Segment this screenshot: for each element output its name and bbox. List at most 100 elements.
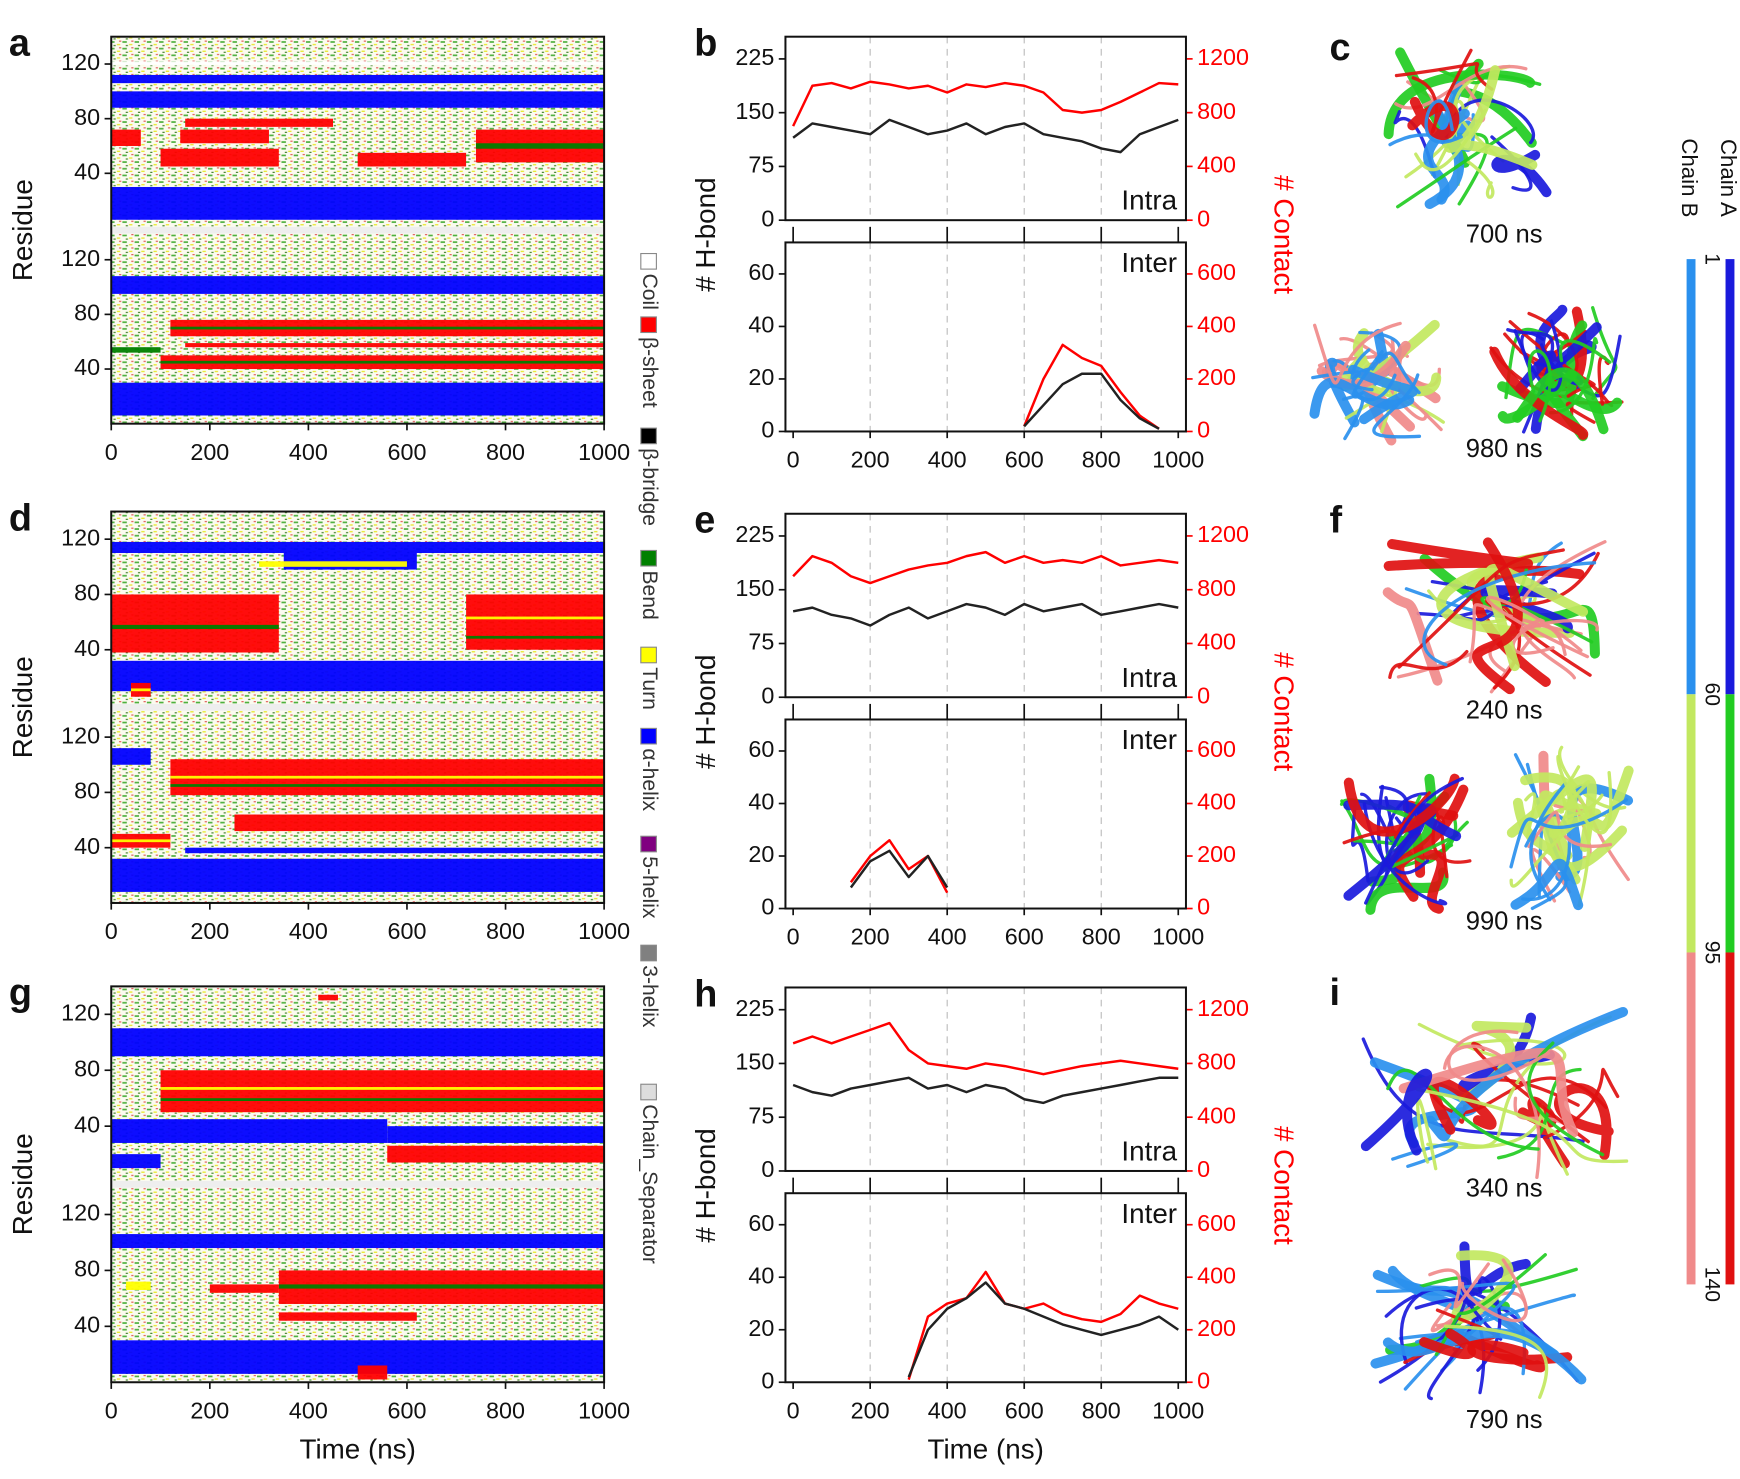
y2-axis-label: # Contact bbox=[1268, 652, 1299, 771]
legend-item: Coil bbox=[638, 252, 661, 310]
protein-ribbon bbox=[1556, 755, 1613, 835]
chain-segment bbox=[1725, 694, 1735, 953]
ss-segment bbox=[111, 1234, 605, 1249]
y-tick-label: 60 bbox=[748, 259, 774, 285]
legend-label: Bend bbox=[638, 570, 661, 619]
y-tick-label: 150 bbox=[735, 98, 774, 124]
ss-segment bbox=[160, 360, 605, 364]
x-tick-label: 800 bbox=[486, 918, 525, 944]
ss-segment bbox=[466, 616, 605, 620]
y2-tick-label: 200 bbox=[1197, 1315, 1236, 1341]
plot-frame bbox=[110, 510, 606, 904]
y2-tick-label: 400 bbox=[1197, 312, 1236, 338]
plot-frame bbox=[110, 985, 606, 1384]
data-line bbox=[907, 1270, 1179, 1380]
ss-segment bbox=[160, 1098, 605, 1102]
legend-item: 3-helix bbox=[638, 944, 661, 1028]
protein-ribbon bbox=[1313, 321, 1402, 385]
legend-label: α-helix bbox=[638, 748, 661, 811]
ss-segment bbox=[180, 129, 269, 144]
y2-tick-label: 0 bbox=[1197, 417, 1210, 443]
protein-ribbon bbox=[1472, 537, 1523, 695]
y2-tick-label: 600 bbox=[1197, 259, 1236, 285]
protein-ribbon bbox=[1527, 1041, 1605, 1157]
protein-ribbon bbox=[1512, 367, 1609, 435]
x-tick-label: 600 bbox=[387, 439, 426, 465]
protein-ribbon bbox=[1460, 1258, 1528, 1323]
plot-frame bbox=[784, 986, 1187, 1172]
protein-ribbon bbox=[1407, 96, 1460, 140]
protein-ribbon bbox=[1486, 595, 1590, 659]
ss-segment bbox=[111, 382, 605, 416]
y-tick-label: 80 bbox=[74, 104, 100, 130]
plot-frame bbox=[784, 35, 1187, 222]
x-tick-label: 200 bbox=[190, 918, 229, 944]
legend-label: β-bridge bbox=[638, 448, 661, 526]
snapshot-time: 790 ns bbox=[1466, 1406, 1543, 1434]
ss-segment bbox=[466, 635, 605, 639]
panel-label: b bbox=[694, 23, 717, 65]
y-tick-label: 0 bbox=[761, 417, 774, 443]
protein-ribbon bbox=[1415, 1087, 1629, 1164]
ss-segment bbox=[111, 1028, 605, 1057]
chain-name: Chain B bbox=[1677, 138, 1702, 217]
ss-segment bbox=[111, 276, 605, 294]
y-tick-label: 40 bbox=[74, 833, 100, 859]
legend-label: β-sheet bbox=[638, 337, 661, 408]
data-line bbox=[907, 1281, 1179, 1378]
y2-tick-label: 0 bbox=[1197, 682, 1210, 708]
ss-segment bbox=[185, 847, 605, 854]
protein-ribbon bbox=[1548, 765, 1634, 839]
legend-item: β-bridge bbox=[638, 427, 661, 526]
y2-tick-label: 0 bbox=[1197, 1367, 1210, 1393]
x-tick-label: 800 bbox=[1082, 1397, 1121, 1423]
protein-ribbon bbox=[1383, 539, 1533, 571]
x-tick-label: 400 bbox=[928, 924, 967, 950]
ss-segment bbox=[111, 74, 605, 84]
ss-segment bbox=[170, 784, 605, 787]
ss-segment bbox=[111, 61, 605, 66]
ss-segment bbox=[357, 152, 467, 167]
y2-tick-label: 200 bbox=[1197, 364, 1236, 390]
ss-segment bbox=[111, 1154, 161, 1169]
legend-swatch bbox=[640, 727, 657, 745]
x-tick-label: 400 bbox=[289, 439, 328, 465]
chain-segment bbox=[1686, 952, 1696, 1285]
ss-segment bbox=[130, 688, 151, 692]
x-tick-label: 800 bbox=[1082, 447, 1121, 473]
protein-ribbon bbox=[1398, 1048, 1579, 1138]
y-tick-label: 20 bbox=[748, 841, 774, 867]
y-tick-label: 120 bbox=[61, 1000, 100, 1026]
protein-ribbon bbox=[1424, 99, 1463, 144]
ss-segment bbox=[160, 1070, 605, 1113]
y-tick-label: 75 bbox=[748, 1102, 774, 1128]
ss-segment bbox=[475, 143, 605, 149]
y2-tick-label: 0 bbox=[1197, 894, 1210, 920]
snapshot-time: 340 ns bbox=[1466, 1175, 1543, 1203]
x-tick-label: 1000 bbox=[578, 439, 630, 465]
snapshot-time: 980 ns bbox=[1466, 435, 1543, 463]
y2-tick-label: 1200 bbox=[1197, 44, 1249, 70]
protein-ribbon bbox=[1491, 149, 1552, 198]
y2-axis-label: # Contact bbox=[1268, 1126, 1299, 1245]
y-tick-label: 225 bbox=[735, 521, 774, 547]
protein-ribbon bbox=[1370, 351, 1421, 395]
subplot-name: Intra bbox=[1121, 1136, 1177, 1167]
legend-swatch bbox=[640, 944, 657, 962]
ss-segment bbox=[170, 326, 605, 330]
protein-ribbon bbox=[1510, 858, 1584, 911]
legend-label: Coil bbox=[638, 274, 661, 310]
chain-segment bbox=[1686, 259, 1696, 695]
y-axis-label: # H-bond bbox=[690, 655, 721, 769]
data-line bbox=[792, 1076, 1179, 1105]
ss-segment bbox=[111, 1119, 388, 1143]
x-tick-label: 0 bbox=[105, 439, 118, 465]
chain-tick-label: 60 bbox=[1700, 683, 1723, 706]
protein-ribbon bbox=[1447, 1029, 1550, 1082]
x-tick-label: 800 bbox=[486, 1397, 525, 1423]
x-tick-label: 1000 bbox=[1152, 1397, 1204, 1423]
y2-tick-label: 0 bbox=[1197, 205, 1210, 231]
subplot-name: Inter bbox=[1121, 724, 1177, 755]
ss-segment bbox=[111, 660, 605, 692]
